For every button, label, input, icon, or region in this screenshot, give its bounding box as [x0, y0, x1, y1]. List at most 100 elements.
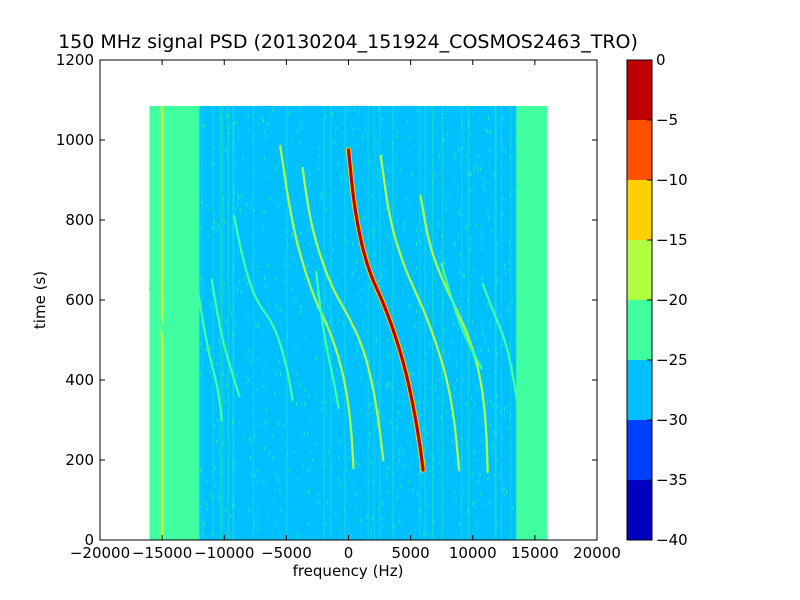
heatmap-speckle [474, 403, 476, 405]
heatmap-speckle [381, 276, 383, 279]
heatmap-speckle [311, 418, 313, 422]
heatmap-speckle [266, 422, 268, 426]
heatmap-speckle [241, 193, 243, 198]
heatmap-speckle [498, 473, 500, 478]
heatmap-speckle [199, 468, 201, 473]
heatmap-speckle [368, 359, 370, 363]
heatmap-speckle [235, 161, 237, 166]
heatmap-speckle [490, 130, 491, 135]
heatmap-speckle [358, 293, 360, 297]
heatmap-speckle [429, 386, 431, 390]
heatmap-speckle [426, 216, 428, 219]
heatmap-speckle [385, 269, 387, 274]
heatmap-speckle [387, 353, 389, 356]
heatmap-speckle [270, 196, 271, 200]
heatmap-speckle [490, 423, 491, 427]
heatmap-speckle [205, 204, 207, 207]
heatmap-speckle [501, 481, 503, 484]
heatmap-speckle [412, 373, 414, 377]
heatmap-speckle [427, 173, 429, 176]
heatmap-speckle [361, 536, 363, 539]
heatmap-speckle [367, 514, 369, 519]
heatmap-speckle [493, 171, 495, 176]
heatmap-speckle [321, 322, 322, 325]
heatmap-speckle [452, 439, 453, 442]
heatmap-speckle [418, 302, 420, 307]
heatmap-speckle [204, 349, 205, 351]
heatmap-background [149, 106, 548, 540]
heatmap-speckle [377, 305, 379, 309]
heatmap-speckle [470, 133, 472, 136]
heatmap-speckle [399, 452, 401, 456]
heatmap-speckle [328, 449, 330, 453]
heatmap-speckle [341, 243, 343, 246]
heatmap-speckle [238, 279, 240, 283]
heatmap-speckle [236, 120, 238, 124]
heatmap-speckle [358, 463, 360, 467]
heatmap-speckle [365, 413, 367, 416]
heatmap-speckle [404, 281, 406, 285]
heatmap-speckle [285, 230, 287, 234]
heatmap-speckle [432, 466, 434, 470]
heatmap-speckle [507, 426, 509, 431]
heatmap-speckle [263, 120, 265, 123]
heatmap-speckle [248, 322, 250, 324]
heatmap-speckle [261, 116, 263, 120]
colorbar-segment [627, 180, 652, 240]
heatmap-speckle [426, 224, 428, 227]
heatmap-speckle [293, 255, 295, 259]
heatmap-speckle [278, 478, 280, 483]
heatmap-speckle [269, 112, 271, 115]
heatmap-speckle [395, 135, 397, 139]
heatmap-speckle [277, 390, 279, 393]
heatmap-speckle [227, 204, 229, 208]
heatmap-speckle [407, 465, 409, 468]
heatmap-speckle [469, 283, 471, 286]
heatmap-speckle [363, 287, 365, 291]
heatmap-speckle [223, 441, 225, 446]
heatmap-speckle [475, 298, 477, 301]
heatmap-speckle [201, 201, 203, 205]
heatmap-speckle [249, 206, 251, 211]
heatmap-speckle [503, 196, 505, 201]
heatmap-speckle [262, 211, 264, 214]
heatmap-speckle [252, 197, 254, 200]
heatmap-speckle [276, 304, 278, 309]
heatmap-speckle [497, 131, 499, 134]
heatmap-speckle [395, 428, 397, 431]
heatmap-right-band [516, 106, 548, 540]
heatmap-speckle [380, 176, 382, 179]
heatmap-speckle [383, 525, 385, 528]
heatmap-speckle [501, 438, 503, 441]
heatmap-speckle [375, 339, 377, 343]
colorbar-segment [627, 60, 652, 120]
colorbar-tick-label: −35 [656, 471, 688, 489]
heatmap-speckle [420, 470, 422, 475]
heatmap-speckle [496, 393, 498, 398]
heatmap-speckle [289, 264, 291, 268]
colorbar-tick-label: −10 [656, 171, 688, 189]
heatmap-speckle [318, 145, 320, 149]
heatmap-speckle [210, 345, 212, 350]
heatmap-speckle [483, 181, 485, 184]
heatmap-speckle [356, 352, 358, 357]
heatmap-speckle [496, 353, 498, 357]
heatmap-speckle [406, 440, 408, 443]
heatmap-speckle [244, 275, 246, 280]
heatmap-speckle [514, 405, 516, 408]
heatmap-speckle [481, 322, 483, 327]
heatmap-speckle [226, 114, 227, 118]
heatmap-speckle [349, 334, 351, 338]
heatmap-speckle [265, 209, 266, 214]
y-tick-label: 800 [65, 211, 94, 229]
heatmap-speckle [304, 402, 306, 407]
heatmap-speckle [247, 312, 249, 316]
heatmap-speckle [469, 248, 471, 253]
heatmap-speckle [233, 356, 235, 360]
heatmap-speckle [267, 301, 269, 306]
heatmap-speckle [392, 471, 394, 475]
heatmap-speckle [477, 154, 479, 159]
heatmap-speckle [467, 174, 469, 177]
heatmap-speckle [207, 207, 209, 210]
heatmap-speckle [504, 149, 506, 154]
